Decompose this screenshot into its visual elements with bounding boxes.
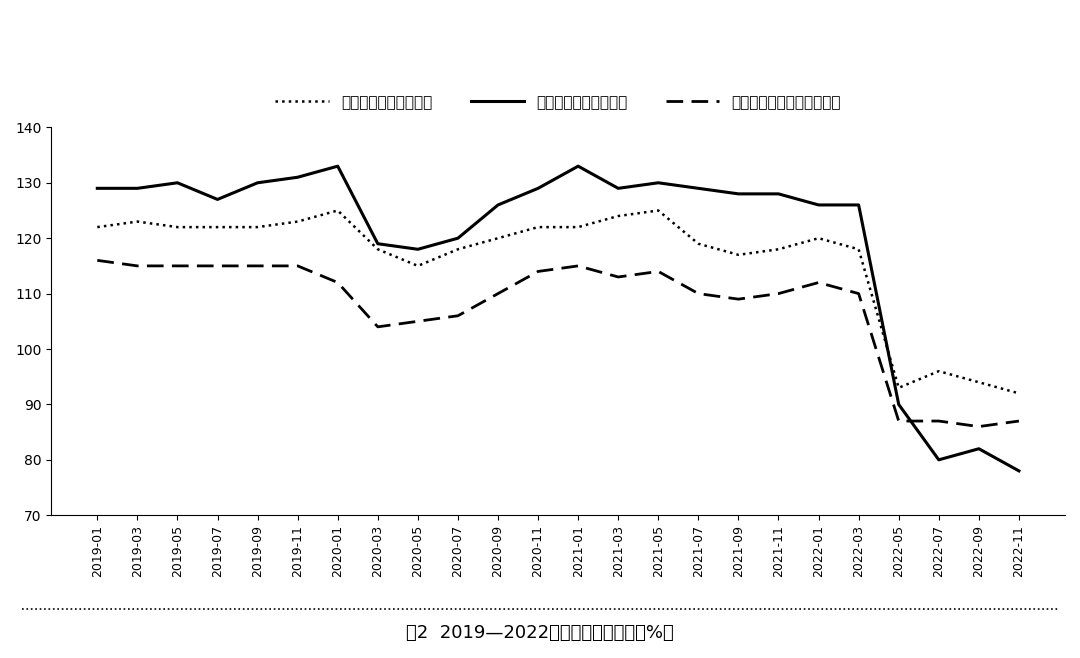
Text: 图2  2019—2022年消费者信心指数（%）: 图2 2019—2022年消费者信心指数（%）: [406, 624, 674, 642]
Legend: 消费者信心指数：收入, 消费者信心指数：就业, 消费者信心指数：消费意愿: 消费者信心指数：收入, 消费者信心指数：就业, 消费者信心指数：消费意愿: [269, 88, 847, 116]
